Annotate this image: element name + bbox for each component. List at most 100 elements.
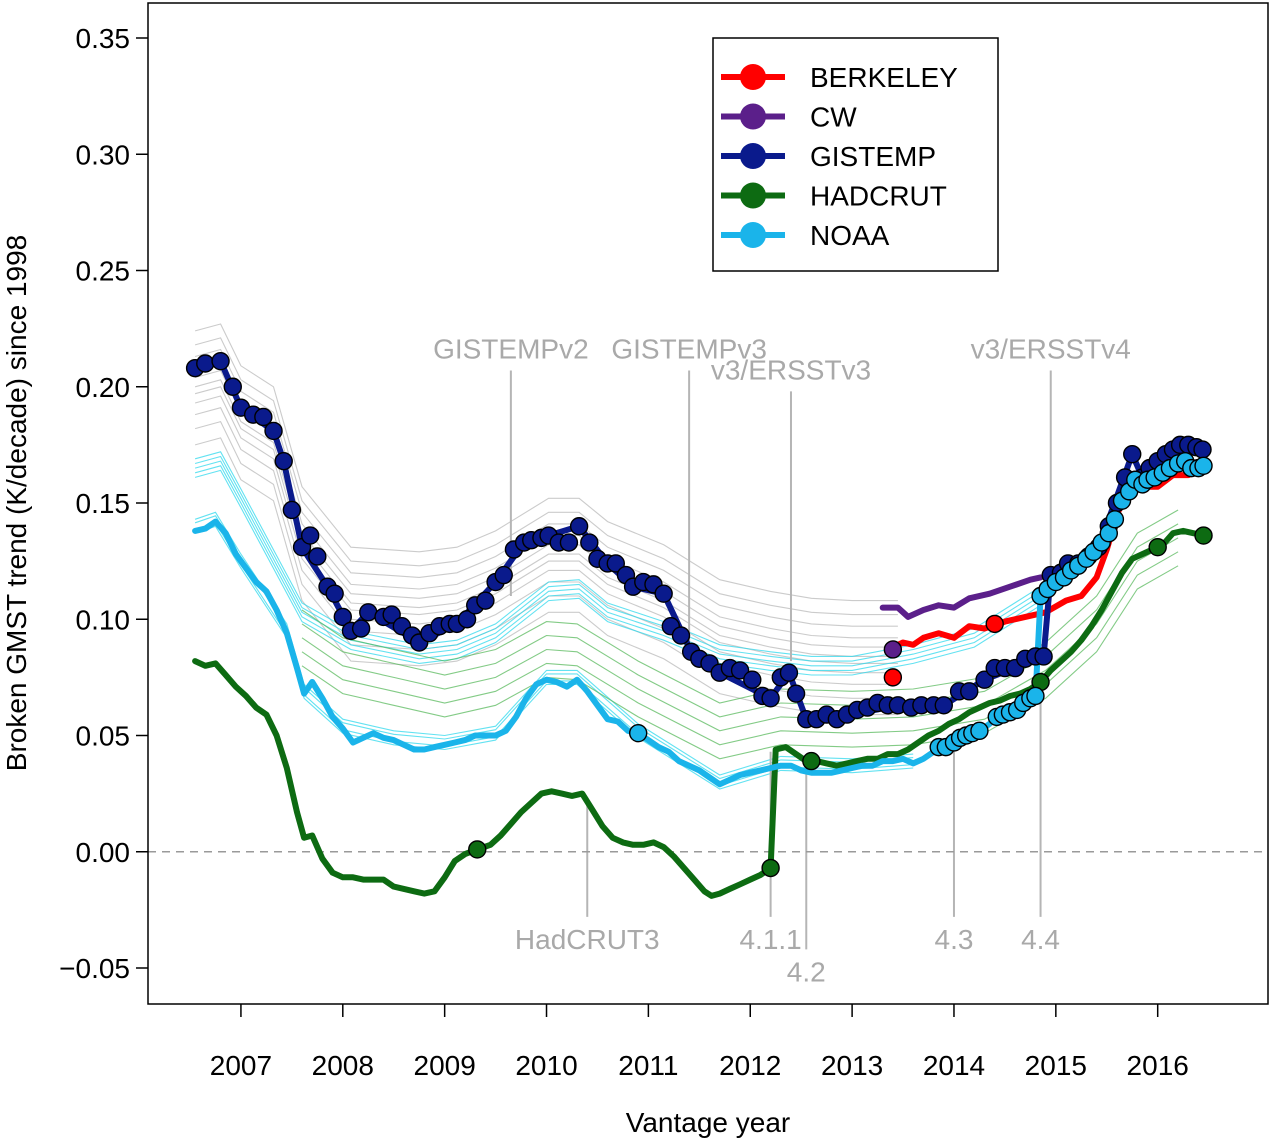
version-marker-label-5: 4.1.1 — [739, 924, 801, 955]
version-marker-label-0: GISTEMPv2 — [433, 333, 589, 364]
gistemp-point-44 — [606, 554, 625, 573]
noaa-point-38 — [1194, 456, 1213, 475]
noaa-lower-ensemble-line-1 — [194, 522, 914, 787]
gistemp-ensemble-line-10 — [194, 323, 898, 602]
gistemp-point-8 — [274, 451, 293, 471]
noaa-ensemble-line-3 — [194, 455, 1041, 662]
gistemp-point-7 — [264, 421, 283, 441]
gistemp-point-57 — [730, 661, 750, 680]
x-tick-label-5: 2012 — [719, 1050, 781, 1081]
gistemp-point-18 — [359, 603, 378, 622]
gistemp-point-14 — [325, 584, 344, 603]
gistemp-ensemble-line-3 — [194, 395, 898, 674]
gistemp-point-77 — [934, 696, 953, 715]
noaa-ensemble-line-2 — [194, 460, 1041, 667]
version-marker-label-1: GISTEMPv3 — [611, 333, 767, 364]
legend-marker-hadcrut — [740, 182, 766, 209]
gistemp-ensemble-line-5 — [194, 379, 898, 657]
noaa-point-0 — [628, 723, 648, 743]
hadcrut-point-2 — [802, 751, 821, 771]
y-tick-label-7: 0.30 — [76, 139, 131, 170]
noaa-point-7 — [970, 721, 989, 741]
legend-marker-berkeley — [740, 64, 766, 90]
gistemp-ensemble-line-4 — [194, 386, 898, 664]
x-tick-label-4: 2011 — [618, 1050, 678, 1081]
y-tick-label-1: 0.00 — [76, 837, 131, 868]
gistemp-point-1 — [196, 354, 215, 373]
noaa-ensemble-line-1 — [194, 465, 1041, 671]
gistemp-point-28 — [457, 610, 477, 629]
legend-label-gistemp: GISTEMP — [810, 141, 936, 172]
cw-line — [879, 574, 1044, 620]
gistemp-ensemble-line-9 — [194, 337, 898, 616]
x-tick-label-3: 2010 — [515, 1050, 577, 1081]
y-tick-label-0: −0.05 — [59, 953, 130, 984]
gistemp-point-2 — [211, 351, 230, 371]
ensemble-lines — [194, 323, 1179, 790]
legend: BERKELEY CW GISTEMP HADCRUT NOAA — [712, 37, 999, 272]
legend-marker-noaa — [740, 222, 766, 248]
x-tick-label-1: 2008 — [312, 1050, 374, 1081]
hadcrut-ensemble-line-2 — [301, 537, 1179, 732]
gistemp-point-15 — [333, 607, 352, 627]
gistemp-point-20 — [382, 605, 401, 624]
gistemp-ensemble-line-0 — [194, 437, 898, 716]
legend-marker-cw — [740, 103, 766, 130]
version-marker-label-6: 4.2 — [787, 956, 826, 987]
x-tick-label-8: 2015 — [1025, 1050, 1087, 1081]
gistemp-point-79 — [960, 682, 979, 701]
gistemp-point-60 — [761, 689, 780, 708]
noaa-point-25 — [1105, 510, 1125, 529]
noaa-ensemble-line-4 — [194, 451, 1041, 657]
gistemp-point-62 — [779, 663, 799, 682]
gistemp-point-9 — [282, 500, 302, 520]
x-tick-label-9: 2016 — [1127, 1050, 1189, 1081]
gistemp-point-41 — [580, 533, 599, 552]
x-tick-label-7: 2014 — [923, 1050, 985, 1081]
gistemp-point-40 — [569, 517, 589, 536]
gistemp-point-30 — [476, 591, 495, 610]
hadcrut-point-4 — [1148, 537, 1167, 557]
y-tick-label-3: 0.10 — [76, 604, 131, 635]
version-marker-label-7: 4.3 — [935, 924, 974, 955]
x-axis-title: Vantage year — [626, 1107, 791, 1138]
hadcrut-ensemble-line-0 — [301, 565, 1179, 760]
hadcrut-ensemble-line-1 — [301, 551, 1179, 746]
y-tick-label-2: 0.05 — [76, 721, 131, 752]
x-tick-label-0: 2007 — [210, 1050, 272, 1081]
legend-label-berkeley: BERKELEY — [810, 62, 958, 93]
gistemp-point-86 — [1034, 647, 1053, 666]
noaa-ensemble-line-0 — [194, 469, 1041, 676]
berkeley-point-1 — [985, 614, 1004, 634]
hadcrut-point-0 — [468, 840, 487, 859]
gistemp-point-12 — [308, 547, 327, 566]
gistemp-point-58 — [743, 670, 762, 689]
gistemp-point-80 — [975, 670, 994, 689]
gistemp-point-32 — [494, 565, 513, 585]
legend-marker-gistemp — [740, 143, 766, 169]
plot-frame — [147, 2, 1269, 1005]
gistemp-point-96 — [1123, 444, 1142, 464]
noaa-point-14 — [1026, 686, 1045, 706]
version-marker-label-3: v3/ERSSTv4 — [971, 333, 1131, 364]
berkeley-point-0 — [883, 668, 903, 687]
noaa-lower-ensemble-line-0 — [194, 525, 914, 790]
legend-label-cw: CW — [810, 102, 857, 133]
axes: −0.05 0.00 0.05 0.10 0.15 0.20 0.25 0.30 0.35 200… — [59, 23, 1189, 1081]
y-tick-label-5: 0.20 — [76, 372, 131, 403]
cw-point-0 — [883, 640, 903, 659]
x-tick-label-6: 2013 — [821, 1050, 883, 1081]
y-tick-label-4: 0.15 — [76, 488, 131, 519]
gistemp-point-39 — [559, 533, 579, 552]
y-axis-title: Broken GMST trend (K/decade) since 1998 — [1, 235, 32, 771]
gistemp-point-105 — [1193, 440, 1212, 459]
gistemp-point-17 — [351, 619, 371, 638]
gistemp-point-63 — [786, 684, 806, 703]
gistemp-point-49 — [654, 584, 673, 603]
version-marker-label-8: 4.4 — [1021, 924, 1060, 955]
gistemp-point-3 — [223, 377, 242, 396]
hadcrut-point-1 — [761, 858, 780, 878]
hadcrut-ensemble-line-4 — [301, 509, 1179, 704]
